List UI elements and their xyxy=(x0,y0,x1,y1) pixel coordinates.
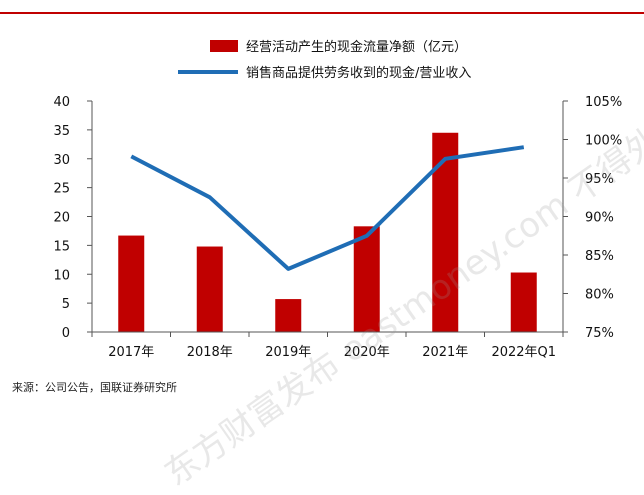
left-tick-label: 0 xyxy=(62,326,70,341)
right-tick-label: 90% xyxy=(585,211,614,226)
right-tick-label: 75% xyxy=(585,326,614,341)
left-tick-label: 15 xyxy=(53,239,70,254)
x-axis: 2017年 2018年 2019年 2020年 2021年 2022年Q1 xyxy=(91,331,564,360)
right-tick-label: 85% xyxy=(585,249,614,264)
source-note: 来源：公司公告，国联证券研究所 xyxy=(12,381,177,394)
left-tick-label: 5 xyxy=(62,297,70,312)
left-axis: 0 5 10 15 20 25 30 35 40 xyxy=(53,95,93,341)
x-tick-label: 2018年 xyxy=(187,345,233,360)
legend-bar-swatch xyxy=(210,40,238,52)
legend-bar-label: 经营活动产生的现金流量净额（亿元） xyxy=(246,39,467,55)
x-tick-label: 2021年 xyxy=(422,345,468,360)
right-tick-label: 100% xyxy=(585,134,622,149)
bar xyxy=(353,226,380,332)
x-tick-label: 2017年 xyxy=(108,345,154,360)
legend-line-label: 销售商品提供劳务收到的现金/营业收入 xyxy=(246,65,471,81)
left-tick-label: 35 xyxy=(53,124,70,139)
bar xyxy=(275,299,302,332)
right-tick-label: 80% xyxy=(585,288,614,303)
left-tick-label: 20 xyxy=(53,211,70,226)
bar xyxy=(510,272,537,332)
left-tick-label: 10 xyxy=(53,268,70,283)
right-tick-label: 95% xyxy=(585,172,614,187)
x-tick-label: 2020年 xyxy=(344,345,390,360)
right-axis: 75% 80% 85% 90% 95% 100% 105% xyxy=(562,95,622,341)
x-tick-label: 2019年 xyxy=(265,345,311,360)
chart-canvas: 经营活动产生的现金流量净额（亿元） 销售商品提供劳务收到的现金/营业收入 0 5 1… xyxy=(0,12,644,360)
legend: 经营活动产生的现金流量净额（亿元） 销售商品提供劳务收到的现金/营业收入 xyxy=(178,39,471,81)
line-series xyxy=(130,145,525,271)
bar xyxy=(196,246,223,332)
bar xyxy=(118,235,145,332)
line-path xyxy=(130,145,525,271)
bar xyxy=(432,132,459,332)
left-tick-label: 25 xyxy=(53,182,70,197)
x-tick-label: 2022年Q1 xyxy=(491,345,556,360)
right-tick-label: 105% xyxy=(585,95,622,110)
left-tick-label: 40 xyxy=(53,95,70,110)
bar-series xyxy=(118,132,537,332)
left-tick-label: 30 xyxy=(53,153,70,168)
